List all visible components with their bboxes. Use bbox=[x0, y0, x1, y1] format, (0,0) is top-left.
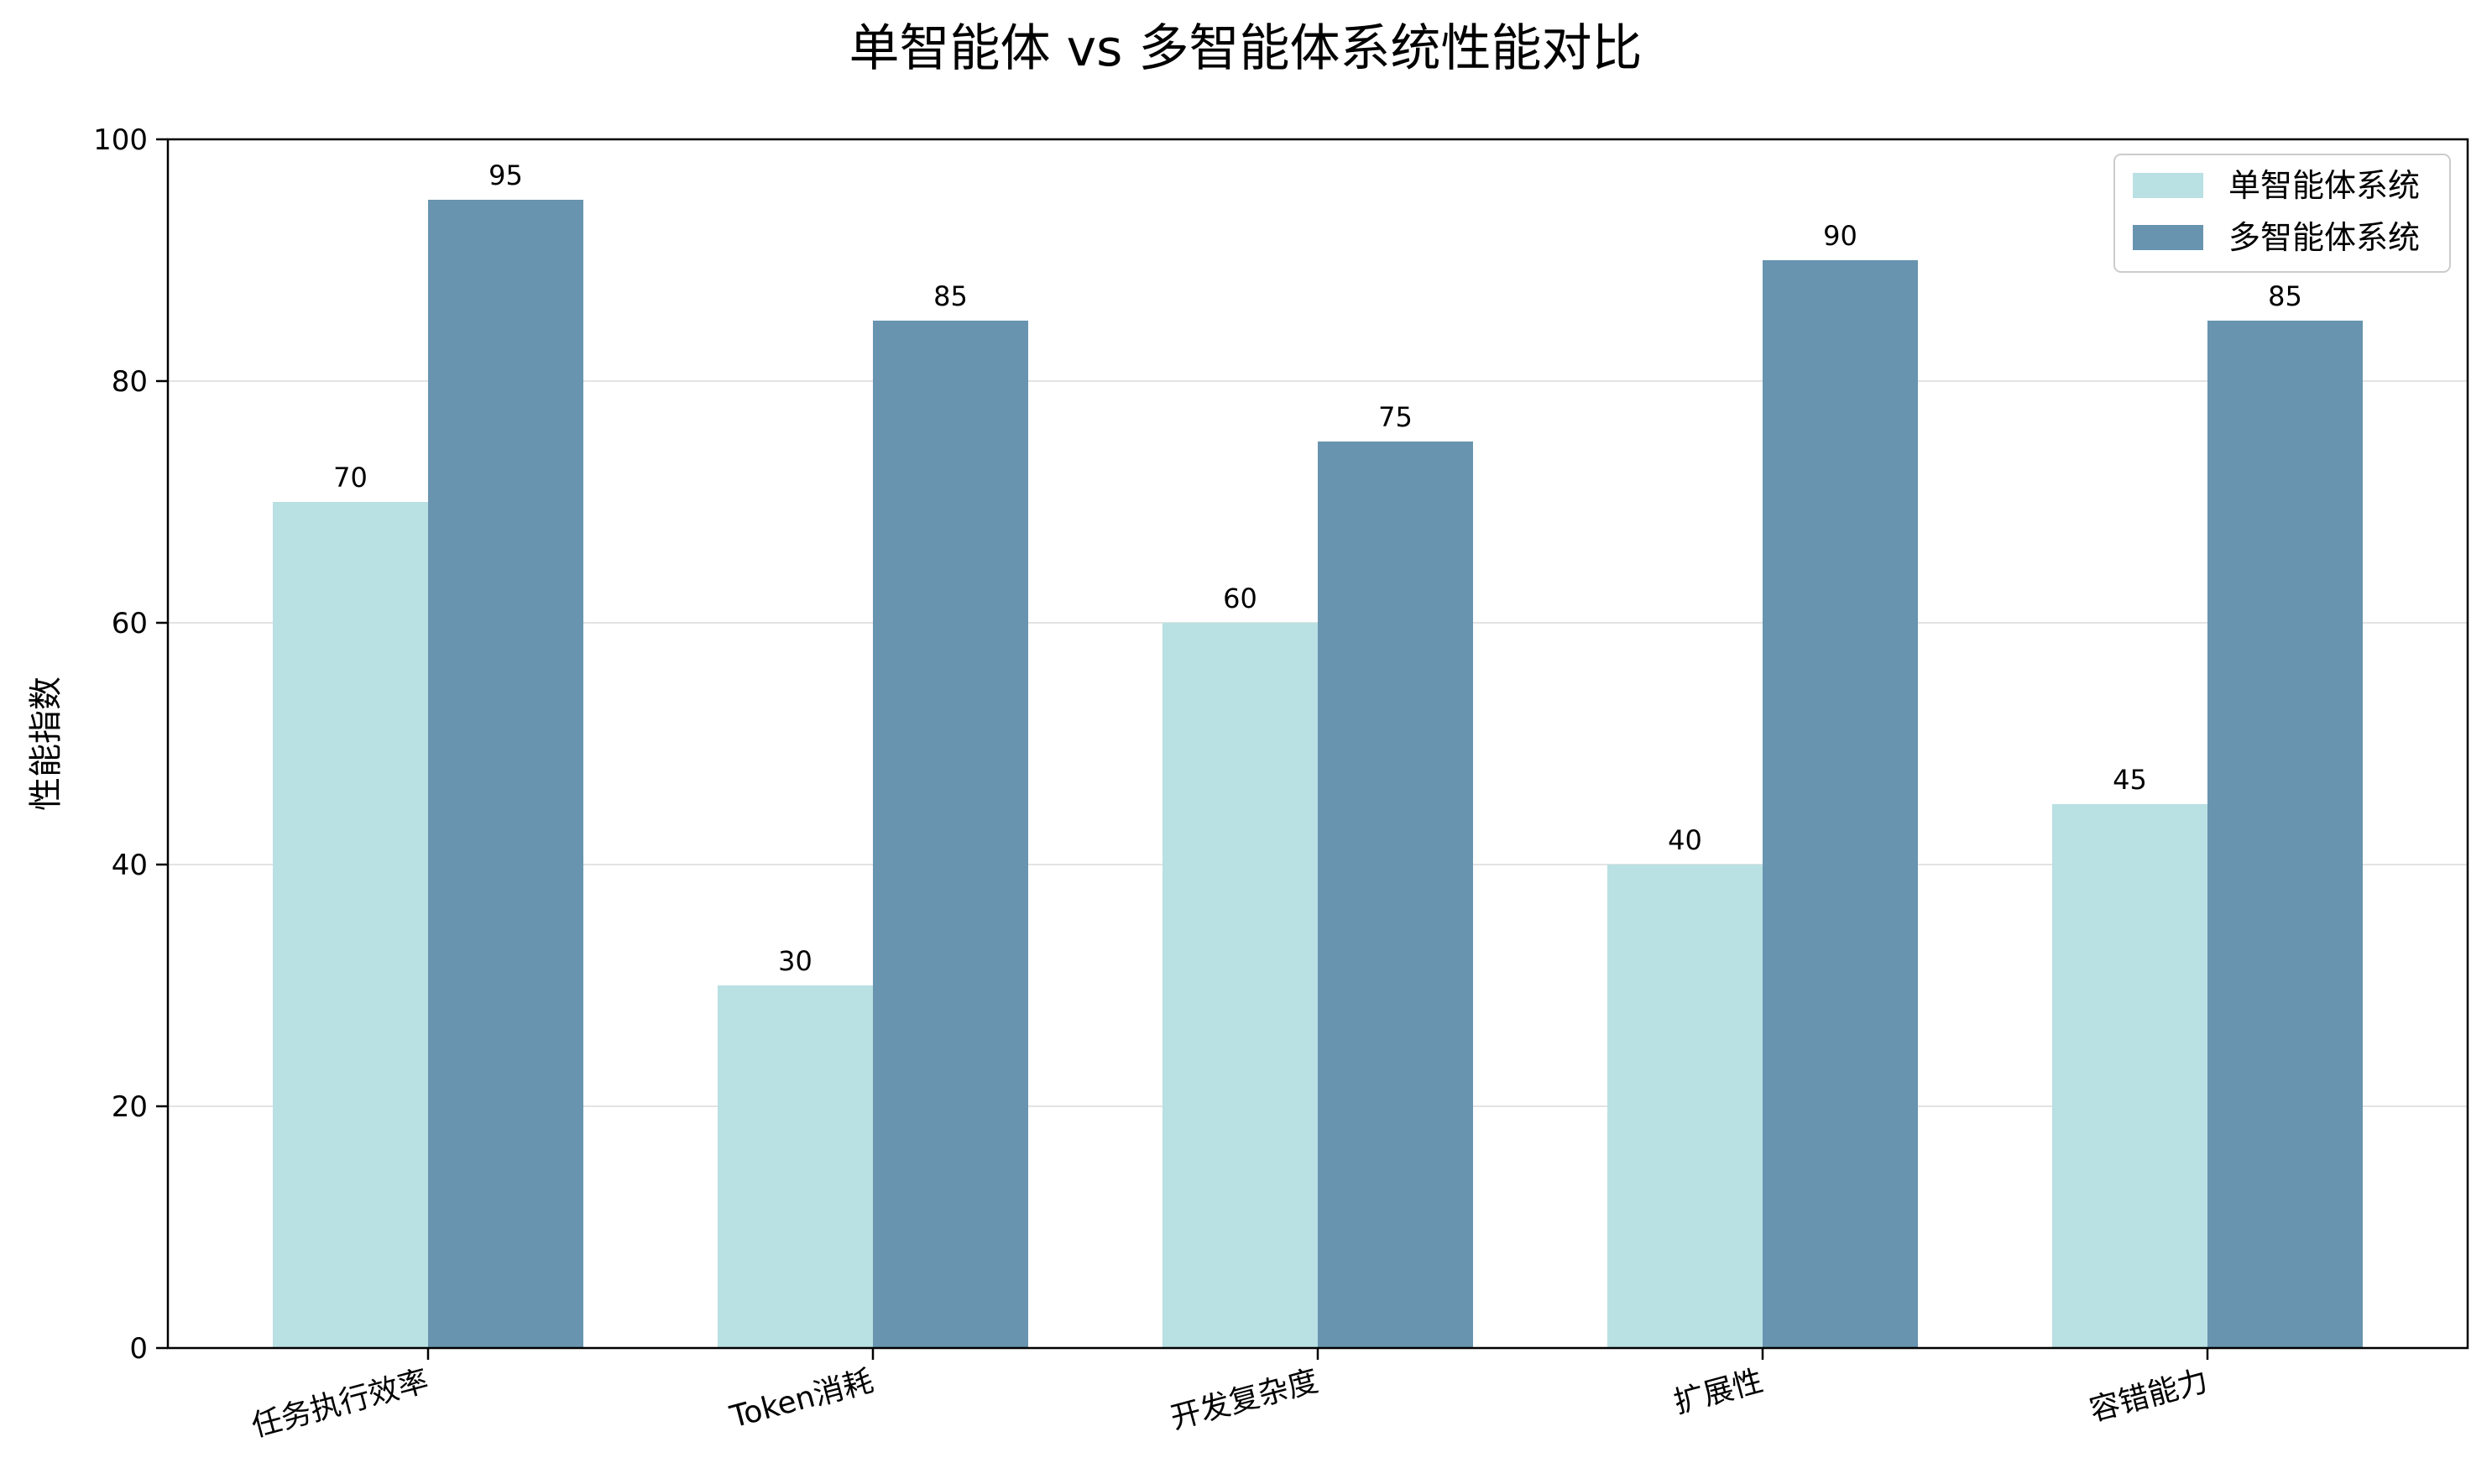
x-axis: 任务执行效率 Token消耗 开发复杂度 扩展性 容错能力 bbox=[248, 1348, 2212, 1444]
y-axis-label: 性能指数 bbox=[27, 677, 65, 811]
y-tick-label: 60 bbox=[112, 607, 148, 640]
legend-label: 单智能体系统 bbox=[2228, 167, 2420, 204]
x-tick-label: Token消耗 bbox=[726, 1364, 877, 1435]
bar bbox=[718, 985, 873, 1348]
data-label: 90 bbox=[1823, 220, 1857, 252]
data-label: 30 bbox=[778, 945, 812, 977]
legend-swatch bbox=[2133, 225, 2203, 250]
y-tick-label: 40 bbox=[112, 849, 148, 882]
data-label: 70 bbox=[333, 462, 368, 494]
x-tick-label: 扩展性 bbox=[1670, 1364, 1767, 1421]
y-tick-label: 100 bbox=[93, 123, 148, 157]
data-label: 45 bbox=[2113, 764, 2147, 796]
bar bbox=[428, 200, 583, 1348]
bar bbox=[873, 321, 1028, 1348]
bar bbox=[2052, 804, 2207, 1348]
bar bbox=[1607, 865, 1763, 1348]
x-tick-label: 任务执行效率 bbox=[248, 1364, 432, 1445]
data-label: 75 bbox=[1378, 401, 1413, 433]
data-label: 85 bbox=[933, 280, 968, 312]
y-axis: 0 20 40 60 80 100 bbox=[93, 123, 168, 1366]
bar bbox=[1162, 623, 1318, 1348]
chart-title: 单智能体 vs 多智能体系统性能对比 bbox=[849, 19, 1643, 78]
bars bbox=[273, 200, 2363, 1348]
legend-swatch bbox=[2133, 173, 2203, 198]
x-tick-label: 容错能力 bbox=[2086, 1364, 2212, 1429]
bar bbox=[1318, 442, 1473, 1348]
y-tick-label: 0 bbox=[129, 1332, 148, 1366]
legend-label: 多智能体系统 bbox=[2228, 219, 2420, 256]
y-tick-label: 80 bbox=[112, 365, 148, 399]
bar bbox=[1763, 260, 1918, 1348]
y-tick-label: 20 bbox=[112, 1090, 148, 1124]
data-label: 85 bbox=[2268, 280, 2302, 312]
x-tick-label: 开发复杂度 bbox=[1167, 1364, 1321, 1436]
bar bbox=[2207, 321, 2363, 1348]
data-labels: 70 30 60 40 45 95 85 75 90 85 bbox=[333, 159, 2302, 977]
data-label: 40 bbox=[1668, 824, 1702, 856]
bar bbox=[273, 502, 428, 1348]
data-label: 60 bbox=[1223, 583, 1257, 614]
data-label: 95 bbox=[488, 159, 523, 191]
